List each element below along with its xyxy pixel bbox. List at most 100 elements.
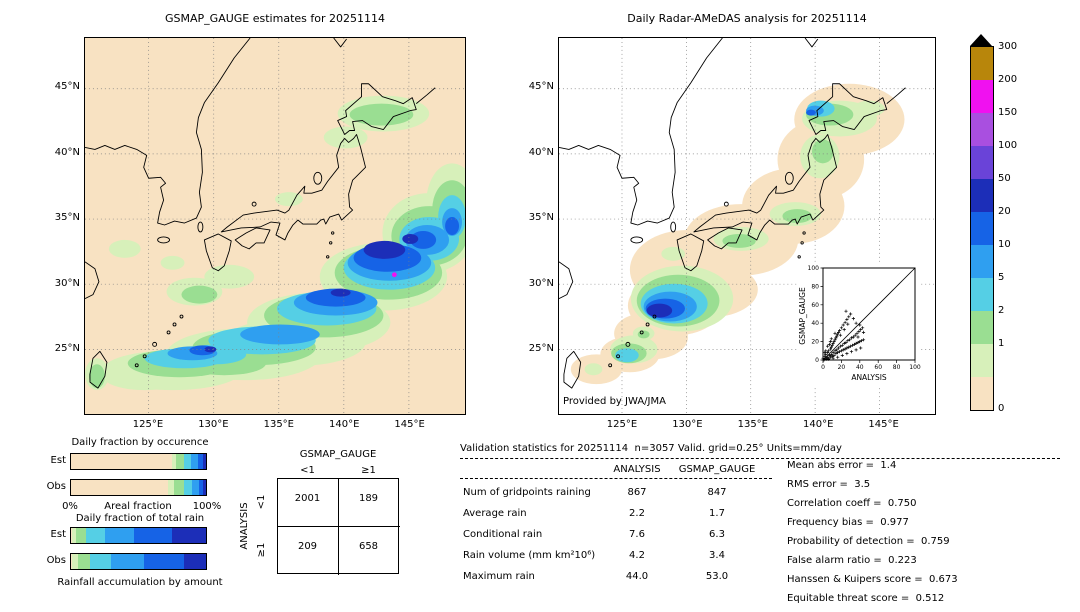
sado-island — [313, 171, 323, 185]
lat-tick-label: 45°N — [54, 81, 80, 92]
lon-tick-label: 130°E — [198, 419, 229, 430]
radar-amedas-map-svg — [559, 38, 935, 414]
bar-segment — [134, 528, 173, 543]
svg-text:100: 100 — [808, 265, 820, 272]
dashed-rule-top — [460, 458, 1060, 459]
oki-island — [251, 201, 257, 207]
bar-segment — [72, 528, 77, 543]
precip-field-gsmap — [85, 95, 465, 391]
bar-segment — [197, 454, 204, 469]
validation-row-label: Average rain — [463, 508, 527, 519]
colorbar-segments — [970, 46, 994, 411]
bar-segment — [184, 454, 192, 469]
colorbar-tick-label: 5 — [998, 272, 1005, 283]
inset-tick-marks — [820, 267, 916, 363]
lon-tick-label: 145°E — [394, 419, 425, 430]
occurrence-obs-label: Obs — [46, 481, 66, 492]
totalrain-est-bar — [70, 527, 207, 544]
validation-panel: Validation statistics for 20251114 n=305… — [460, 443, 1075, 612]
svg-text:40: 40 — [811, 320, 819, 327]
bar-segment — [71, 480, 169, 495]
colorbar-tick-label: 10 — [998, 239, 1011, 250]
validation-gsmap-value: 53.0 — [705, 571, 729, 582]
validation-col-gsmap: GSMAP_GAUGE — [678, 464, 756, 475]
colorbar-tick-label: 20 — [998, 206, 1011, 217]
bar-segment — [172, 454, 177, 469]
colorbar: 300 200 150 100 50 20 10 5 2 1 0 — [966, 34, 1056, 416]
colorbar-segment — [971, 80, 993, 113]
gridlines-and-coastlines — [85, 38, 465, 414]
bar-segment — [72, 554, 78, 569]
bar-segment — [71, 454, 173, 469]
validation-analysis-value: 7.6 — [629, 529, 645, 540]
validation-row-label: Num of gridpoints raining — [463, 487, 591, 498]
occurrence-axis-label: Areal fraction — [104, 501, 172, 512]
lat-tick-label: 35°N — [54, 212, 80, 223]
lat-tick-label: 25°N — [528, 343, 554, 354]
occurrence-axis-100: 100% — [192, 501, 222, 512]
contingency-row-axis: ANALYSIS — [239, 502, 250, 550]
colorbar-segment — [971, 245, 993, 278]
contingency-row-lt1: <1 — [256, 494, 267, 510]
bar-segment — [203, 454, 206, 469]
occurrence-axis-0: 0% — [62, 501, 78, 512]
validation-analysis-value: 4.2 — [629, 550, 645, 561]
left-map-title: GSMAP_GAUGE estimates for 20251114 — [165, 12, 385, 25]
bar-segment — [71, 528, 73, 543]
bar-segment — [184, 554, 206, 569]
svg-text:0: 0 — [815, 357, 819, 364]
totalrain-obs-label: Obs — [46, 555, 66, 566]
kyushu-coast — [203, 233, 232, 272]
validation-row-label: Conditional rain — [463, 529, 543, 540]
taiwan-coast — [89, 350, 108, 389]
lat-tick-label: 30°N — [54, 277, 80, 289]
totalrain-est-label: Est — [50, 529, 66, 540]
colorbar-segment — [971, 212, 993, 245]
colorbar-segment — [971, 47, 993, 80]
validation-title: Validation statistics for 20251114 n=305… — [460, 443, 842, 454]
lat-tick-label: 35°N — [528, 212, 554, 223]
colorbar-tick-label: 50 — [998, 173, 1011, 184]
validation-gsmap-value: 6.3 — [709, 529, 725, 540]
validation-stat-line: Mean abs error = 1.4 — [787, 460, 897, 471]
validation-stat-line: Frequency bias = 0.977 — [787, 517, 909, 528]
colorbar-segment — [971, 344, 993, 377]
jeju-island — [157, 236, 171, 244]
bar-segment — [77, 554, 90, 569]
contingency-title: GSMAP_GAUGE — [299, 449, 377, 460]
totalrain-title: Daily fraction of total rain — [75, 513, 205, 524]
validation-stat-line: Correlation coeff = 0.750 — [787, 498, 917, 509]
honshu-coast — [220, 134, 366, 241]
sakhalin-coast — [333, 38, 347, 48]
inset-ylabel: GSMAP_GAUGE — [798, 287, 807, 345]
bar-segment — [191, 454, 198, 469]
continent-coast — [85, 38, 251, 226]
validation-stat-line: Probability of detection = 0.759 — [787, 536, 950, 547]
occurrence-est-bar — [70, 453, 207, 470]
bar-segment — [111, 554, 144, 569]
radar-amedas-map: Provided by JWA/JMA 0 20 40 60 80 100 0 20 40 60 8… — [558, 37, 936, 415]
table-vline — [338, 479, 339, 575]
svg-text:0: 0 — [821, 364, 825, 371]
lon-tick-label: 135°E — [263, 419, 294, 430]
bar-segment — [76, 528, 86, 543]
coastlines — [85, 38, 436, 389]
contingency-value-00: 2001 — [294, 493, 321, 504]
bar-segment — [173, 480, 185, 495]
contingency-value-01: 189 — [358, 493, 379, 504]
bar-segment — [143, 554, 185, 569]
colorbar-tick-label: 1 — [998, 338, 1005, 349]
validation-stat-line: False alarm ratio = 0.223 — [787, 555, 917, 566]
scatter-inset-svg: 0 20 40 60 80 100 0 20 40 60 80 100 ANALYSIS GSMAP_… — [798, 265, 921, 382]
svg-text:80: 80 — [811, 283, 819, 290]
lon-tick-label: 135°E — [737, 419, 768, 430]
validation-gsmap-value: 3.4 — [709, 550, 725, 561]
tsushima-island — [197, 221, 204, 233]
contingency-value-10: 209 — [297, 541, 318, 552]
svg-text:60: 60 — [874, 364, 882, 371]
china-coast — [85, 261, 100, 300]
validation-analysis-value: 2.2 — [629, 508, 645, 519]
colorbar-tick-label: 2 — [998, 305, 1005, 316]
gsmap-gauge-map — [84, 37, 466, 415]
